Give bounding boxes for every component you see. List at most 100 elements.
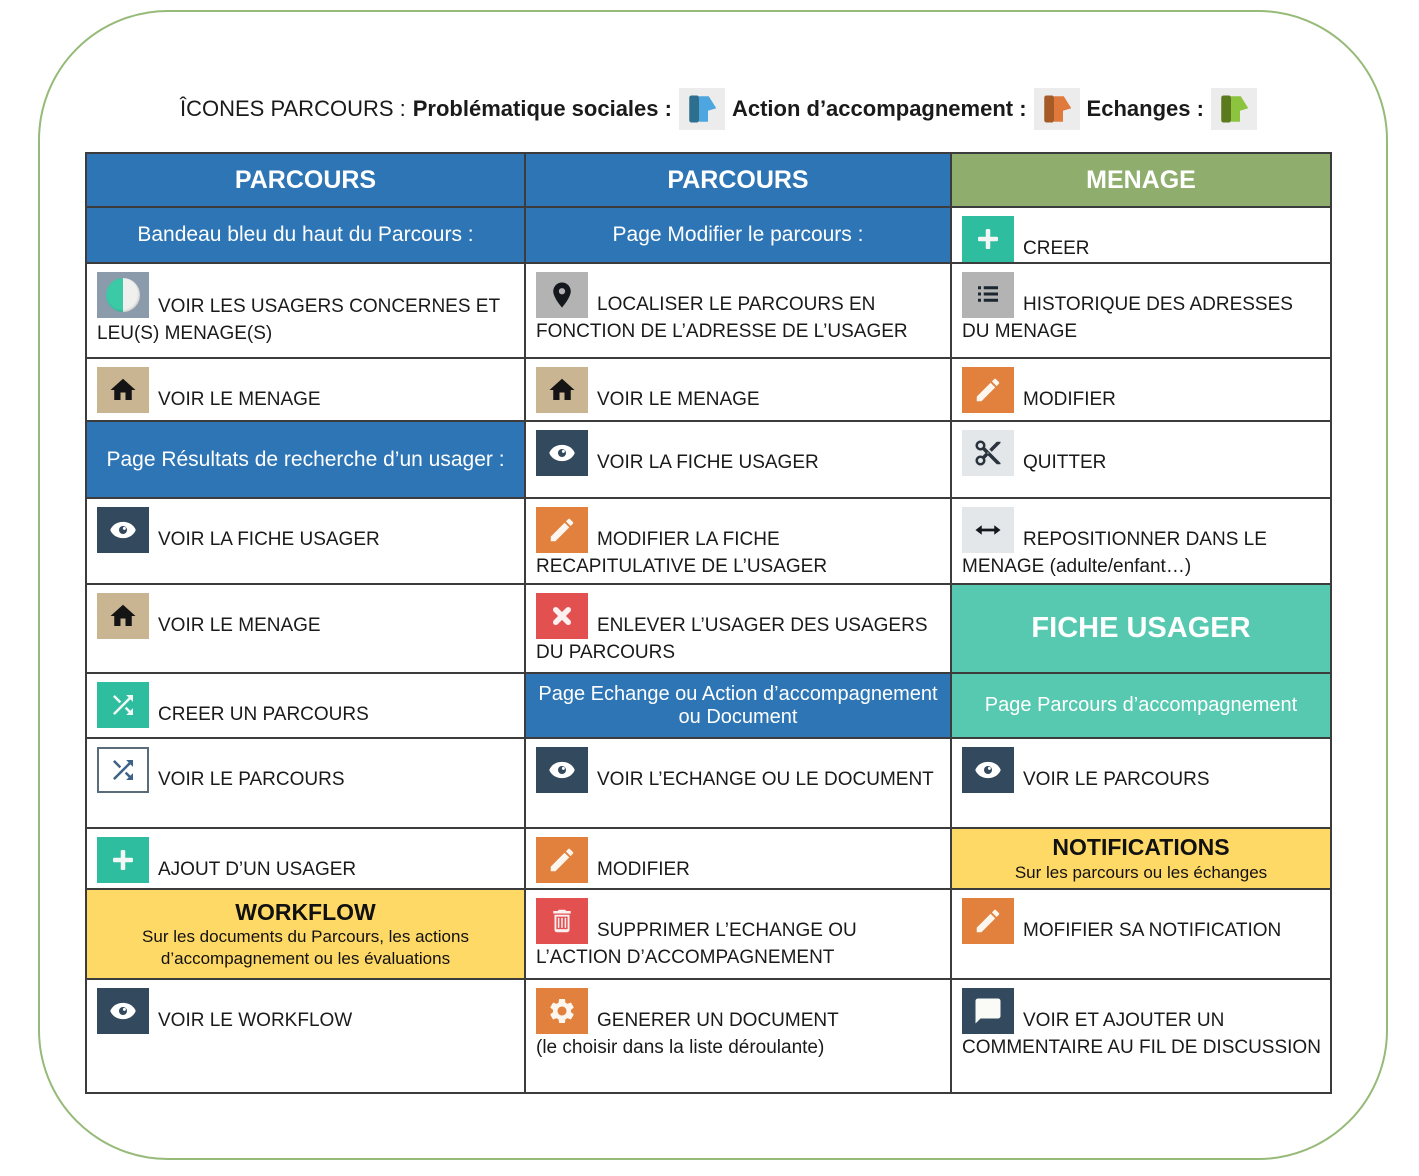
eye-icon — [97, 988, 149, 1034]
banner-title: WORKFLOW — [235, 898, 376, 925]
banner-subtitle: Sur les documents du Parcours, les actio… — [142, 927, 469, 969]
eye-icon — [97, 507, 149, 553]
banner-title: FICHE USAGER — [1031, 612, 1251, 644]
banner-bandeau-bleu: Bandeau bleu du haut du Parcours : — [87, 208, 526, 264]
legend-bar: ÎCONES PARCOURS : Problématique sociales… — [180, 88, 1257, 130]
pencil-icon — [962, 898, 1014, 944]
cell-label: AJOUT D’UN USAGER — [158, 859, 357, 880]
scissors-icon — [962, 430, 1014, 476]
banner-fiche-usager: FICHE USAGER — [952, 585, 1332, 674]
legend-echanges-label: Echanges : — [1086, 96, 1204, 121]
cell-creer-un-parcours: CREER UN PARCOURS — [87, 674, 526, 739]
plus-icon — [97, 837, 149, 883]
shuffle-outline-icon — [97, 747, 149, 793]
cell-voir-workflow: VOIR LE WORKFLOW — [87, 980, 526, 1094]
cell-enlever-usager: ENLEVER L’USAGER DES USAGERS DU PARCOURS — [526, 585, 952, 674]
cell-voir-le-parcours-2: VOIR LE PARCOURS — [952, 739, 1332, 829]
cell-voir-le-parcours-1: VOIR LE PARCOURS — [87, 739, 526, 829]
pencil-icon — [536, 837, 588, 883]
cell-sublabel: (le choisir dans la liste déroulante) — [536, 1036, 825, 1058]
home-icon — [97, 593, 149, 639]
header-parcours-2: PARCOURS — [526, 154, 952, 208]
cell-label: HISTORIQUE DES ADRESSES DU MENAGE — [962, 294, 1293, 342]
plus-icon — [962, 216, 1014, 262]
eye-icon — [962, 747, 1014, 793]
cell-modifier-fiche-recap: MODIFIER LA FICHE RECAPITULATIVE DE L’US… — [526, 499, 952, 585]
trash-icon — [536, 898, 588, 944]
cell-label: VOIR LE PARCOURS — [158, 769, 345, 790]
cell-voir-commentaire: VOIR ET AJOUTER UN COMMENTAIRE AU FIL DE… — [952, 980, 1332, 1094]
legend-action-label: Action d’accompagnement : — [731, 96, 1027, 121]
cell-modifier: MODIFIER — [526, 829, 952, 890]
cell-modifier-menage: MODIFIER — [952, 359, 1332, 422]
cell-repositionner-menage: REPOSITIONNER DANS LE MENAGE (adulte/enf… — [952, 499, 1332, 585]
cell-label: LOCALISER LE PARCOURS EN FONCTION DE L’A… — [536, 294, 908, 342]
rounded-green-frame — [38, 10, 1388, 1160]
cell-label: VOIR LE MENAGE — [597, 389, 760, 410]
cell-ajout-usager: AJOUT D’UN USAGER — [87, 829, 526, 890]
cell-label: REPOSITIONNER DANS LE MENAGE (adulte/enf… — [962, 529, 1267, 577]
home-icon — [536, 367, 588, 413]
action-accompagnement-icon — [1033, 88, 1080, 130]
legend-problematique-label: Problématique sociales : — [412, 96, 672, 121]
problematique-sociales-icon — [678, 88, 725, 130]
cell-localiser-parcours: LOCALISER LE PARCOURS EN FONCTION DE L’A… — [526, 264, 952, 359]
cell-voir-fiche-usager-1: VOIR LA FICHE USAGER — [87, 499, 526, 585]
cell-supprimer-echange: SUPPRIMER L’ECHANGE OU L’ACTION D’ACCOMP… — [526, 890, 952, 980]
cell-voir-menage-1: VOIR LE MENAGE — [87, 359, 526, 422]
cell-voir-menage-2: VOIR LE MENAGE — [526, 359, 952, 422]
cell-label: VOIR LE PARCOURS — [1023, 769, 1210, 790]
gear-icon — [536, 988, 588, 1034]
cell-label: MODIFIER — [597, 859, 690, 880]
banner-workflow: WORKFLOW Sur les documents du Parcours, l… — [87, 890, 526, 980]
cell-label: MODIFIER — [1023, 389, 1116, 410]
cell-label: VOIR LE MENAGE — [158, 615, 321, 636]
close-icon — [536, 593, 588, 639]
cell-label: MOFIFIER SA NOTIFICATION — [1023, 920, 1282, 941]
cell-label: VOIR LA FICHE USAGER — [597, 452, 819, 473]
cell-creer: CREER — [952, 208, 1332, 264]
list-icon — [962, 272, 1014, 318]
users-menage-circle-icon — [97, 272, 149, 318]
horizontal-arrows-icon — [962, 507, 1014, 553]
cell-label: VOIR L’ECHANGE OU LE DOCUMENT — [597, 769, 934, 790]
cell-label: QUITTER — [1023, 452, 1107, 473]
cell-label: ENLEVER L’USAGER DES USAGERS DU PARCOURS — [536, 615, 928, 663]
cell-label: VOIR ET AJOUTER UN COMMENTAIRE AU FIL DE… — [962, 1010, 1321, 1058]
cell-label: VOIR LE MENAGE — [158, 389, 321, 410]
eye-icon — [536, 747, 588, 793]
cell-label: CREER — [1023, 238, 1090, 259]
location-pin-icon — [536, 272, 588, 318]
cell-generer-document: GENERER UN DOCUMENT (le choisir dans la l… — [526, 980, 952, 1094]
header-parcours-1: PARCOURS — [87, 154, 526, 208]
banner-title: NOTIFICATIONS — [1052, 834, 1230, 861]
cell-label: GENERER UN DOCUMENT — [597, 1010, 839, 1031]
cell-label: CREER UN PARCOURS — [158, 704, 369, 725]
pencil-icon — [536, 507, 588, 553]
cell-label: SUPPRIMER L’ECHANGE OU L’ACTION D’ACCOMP… — [536, 920, 857, 968]
banner-page-resultats: Page Résultats de recherche d’un usager … — [87, 422, 526, 499]
cell-label: VOIR LE WORKFLOW — [158, 1010, 353, 1031]
pencil-icon — [962, 367, 1014, 413]
legend-prefix: ÎCONES PARCOURS : — [180, 96, 406, 121]
cell-voir-menage-3: VOIR LE MENAGE — [87, 585, 526, 674]
cell-historique-adresses: HISTORIQUE DES ADRESSES DU MENAGE — [952, 264, 1332, 359]
cell-voir-usagers-concernes: VOIR LES USAGERS CONCERNES ET LEU(S) MEN… — [87, 264, 526, 359]
cell-voir-echange-document: VOIR L’ECHANGE OU LE DOCUMENT — [526, 739, 952, 829]
header-menage: MENAGE — [952, 154, 1332, 208]
eye-icon — [536, 430, 588, 476]
chat-bubble-icon — [962, 988, 1014, 1034]
shuffle-icon — [97, 682, 149, 728]
cell-mofifier-notification: MOFIFIER SA NOTIFICATION — [952, 890, 1332, 980]
banner-page-echange: Page Echange ou Action d’accompagnement … — [526, 674, 952, 739]
cell-label: VOIR LES USAGERS CONCERNES ET LEU(S) MEN… — [97, 296, 500, 344]
icons-legend-table: PARCOURS PARCOURS MENAGE Bandeau bleu du… — [85, 152, 1332, 1094]
cell-label: VOIR LA FICHE USAGER — [158, 529, 380, 550]
cell-quitter: QUITTER — [952, 422, 1332, 499]
banner-notifications: NOTIFICATIONS Sur les parcours ou les éch… — [952, 829, 1332, 890]
banner-page-modifier-parcours: Page Modifier le parcours : — [526, 208, 952, 264]
cell-label: MODIFIER LA FICHE RECAPITULATIVE DE L’US… — [536, 529, 828, 577]
banner-subtitle: Sur les parcours ou les échanges — [1014, 862, 1268, 882]
cell-voir-fiche-usager-2: VOIR LA FICHE USAGER — [526, 422, 952, 499]
home-icon — [97, 367, 149, 413]
